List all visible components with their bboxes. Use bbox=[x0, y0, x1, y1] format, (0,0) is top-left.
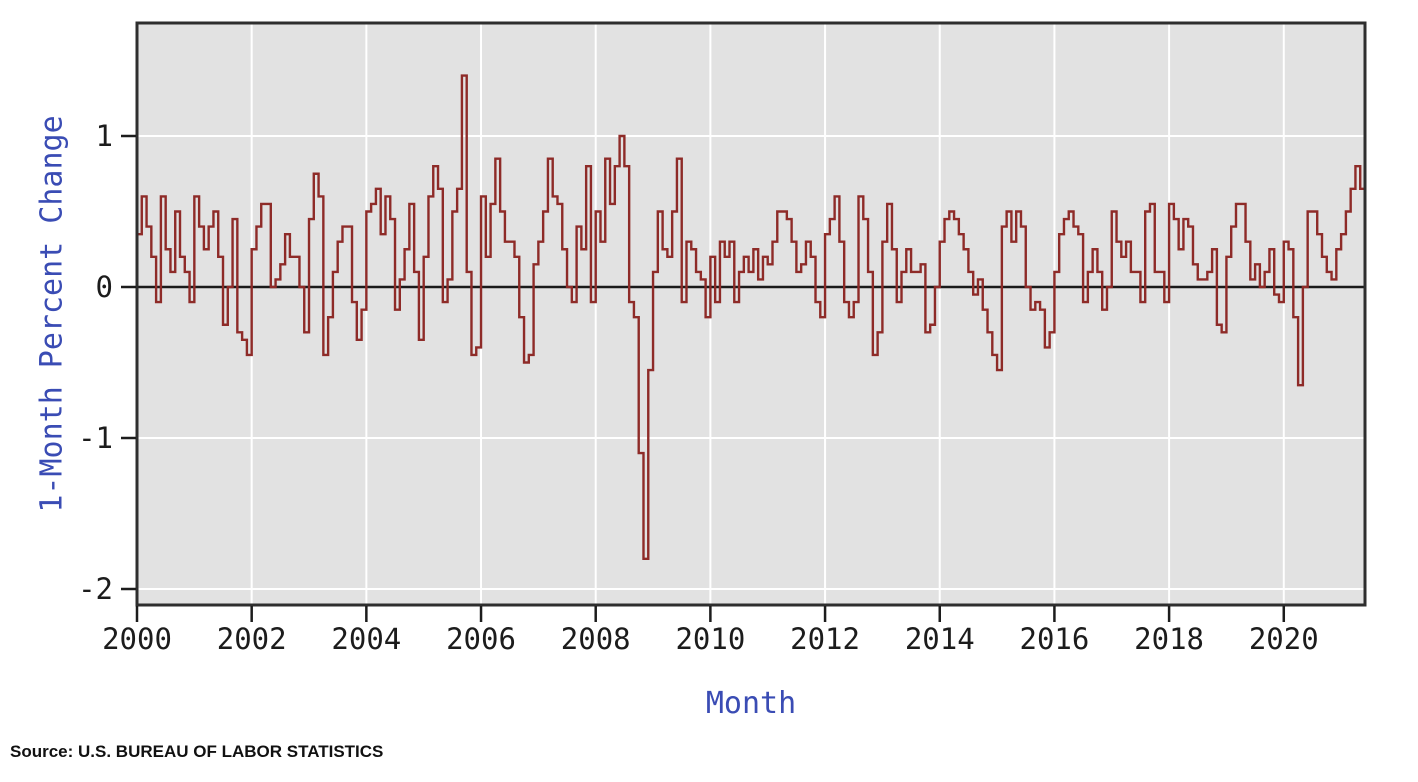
x-tick-label: 2008 bbox=[561, 622, 631, 656]
y-tick-label: -2 bbox=[78, 572, 113, 606]
x-axis-title: Month bbox=[705, 686, 797, 721]
series-line bbox=[137, 74, 1365, 560]
x-tick-label: 2020 bbox=[1249, 622, 1319, 656]
x-tick-label: 2010 bbox=[675, 622, 745, 656]
x-tick-label: 2018 bbox=[1134, 622, 1204, 656]
plot-border bbox=[135, 21, 1367, 607]
y-tick-label: 0 bbox=[96, 270, 113, 304]
source-text: Source: U.S. BUREAU OF LABOR STATISTICS bbox=[10, 742, 384, 761]
plot-background bbox=[137, 23, 1365, 605]
x-tick-label: 2000 bbox=[102, 622, 172, 656]
x-tick-label: 2006 bbox=[446, 622, 516, 656]
x-tick-label: 2016 bbox=[1019, 622, 1089, 656]
x-tick-label: 2004 bbox=[331, 622, 401, 656]
x-tick-label: 2002 bbox=[217, 622, 287, 656]
y-tick-label: -1 bbox=[78, 421, 113, 455]
x-tick-label: 2012 bbox=[790, 622, 860, 656]
x-tick-label: 2014 bbox=[905, 622, 975, 656]
y-tick-label: 1 bbox=[96, 119, 113, 153]
y-axis-title: 1-Month Percent Change bbox=[34, 115, 70, 513]
